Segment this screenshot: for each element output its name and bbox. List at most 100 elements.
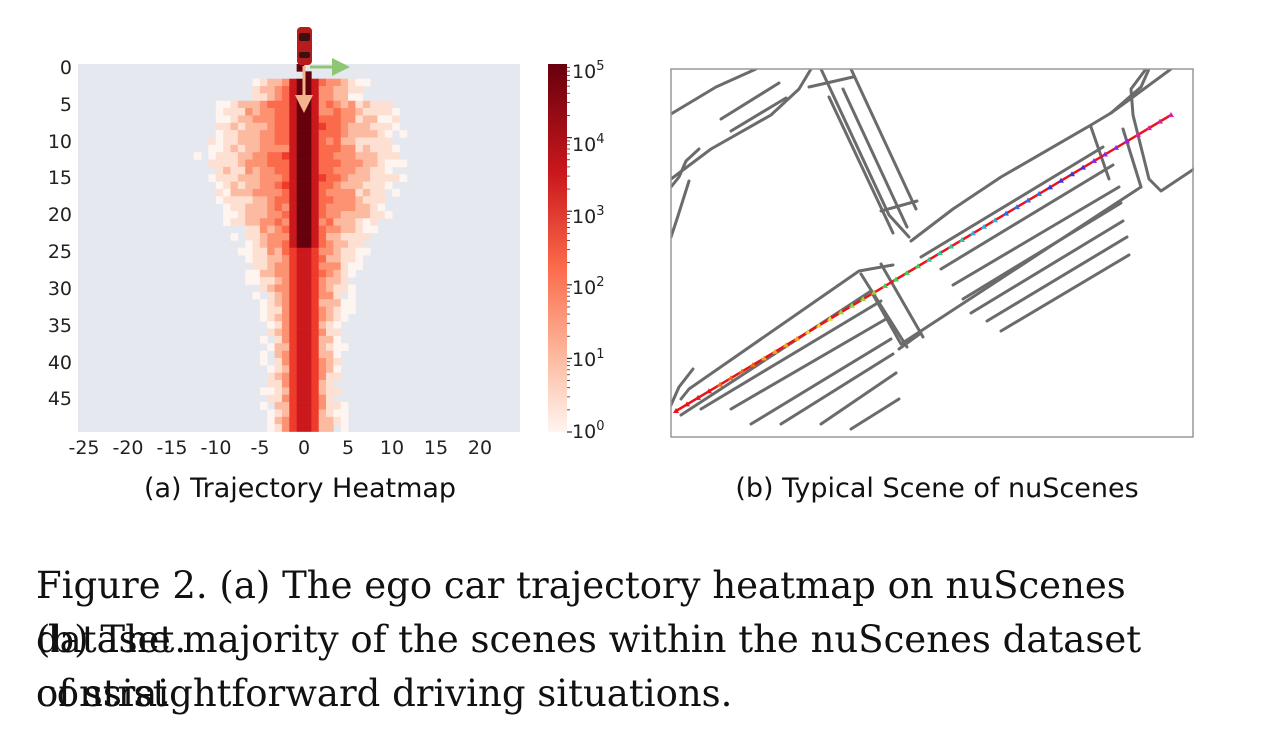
heatmap-cell [296,64,305,72]
heatmap-cell [370,174,378,182]
heatmap-cell [215,174,224,182]
heatmap-cell [259,188,268,197]
heatmap-cell [267,416,275,425]
heatmap-cell [281,144,290,153]
colorbar-minor-ticks [567,66,572,433]
heatmap-cell [326,394,334,403]
panel-a-label: (a) Trajectory Heatmap [144,473,456,504]
road-edge [1129,69,1194,193]
heatmap-cell [355,262,364,271]
crosswalk [879,199,919,213]
heatmap-cell [245,211,253,219]
heatmap-cell [252,166,261,175]
trajectory-point [684,401,690,407]
heatmap-cell [340,144,349,153]
heatmap-cell [252,203,261,212]
x-tick-label: 0 [298,437,310,459]
heatmap-cell [304,130,312,138]
heatmap-cell [281,93,290,102]
heatmap-cell [326,130,334,138]
heatmap-cell [311,144,319,153]
heatmap-cell [289,174,297,182]
heatmap-cell [304,211,312,219]
heatmap-cell [326,269,334,278]
heatmap-cell [326,211,334,219]
heatmap-cell [377,137,386,146]
trajectory-point [1047,184,1053,190]
heatmap-cell [326,299,334,307]
heatmap-cell [311,313,319,322]
heatmap-cell [362,108,371,116]
colorbar-gradient [548,64,567,432]
heatmap-cell [326,115,334,124]
heatmap-cell [267,387,275,396]
heatmap-cell [348,122,356,131]
heatmap-cell [289,203,297,212]
heatmap-cell [384,144,393,153]
heatmap-cell [274,328,283,337]
heatmap-cell [326,335,334,344]
heatmap-cell [289,380,297,388]
heatmap-cell [296,233,305,241]
heatmap-cell [274,122,283,131]
heatmap-cell [304,335,312,344]
heatmap-cell [333,188,342,197]
heatmap-cell [370,166,378,175]
heatmap-cell [267,255,275,263]
lane-line [719,81,781,121]
heatmap-cell [333,313,342,322]
heatmap-cell [245,152,253,160]
heatmap-cell [259,211,268,219]
heatmap-cell [348,78,356,87]
heatmap-cell [274,233,283,241]
heatmap-cell [370,137,378,146]
y-tick-label: 40 [48,352,72,374]
heatmap-cell [311,130,319,138]
heatmap-cell [333,196,342,204]
heatmap-cell [259,174,268,182]
heatmap-cell [326,380,334,388]
heatmap-cell [318,269,327,278]
heatmap-cell [274,225,283,234]
heatmap-cell [281,166,290,175]
heatmap-cell [281,130,290,138]
heatmap-cell [289,372,297,381]
heatmap-cell [289,424,297,432]
road-edge [1109,69,1151,115]
heatmap-cell [252,100,261,109]
heatmap-cell [384,115,393,124]
heatmap-cell [318,181,327,190]
heatmap-cell [296,225,305,234]
heatmap-cell [274,424,283,432]
heatmap-cell [252,196,261,204]
heatmap-cell [296,269,305,278]
heatmap-cell [304,174,312,182]
heatmap-cell [259,335,268,344]
colorbar-tick-label: 103 [572,204,604,228]
heatmap-cell [252,108,261,116]
heatmap-cell [355,100,364,109]
heatmap-cell [370,203,378,212]
trajectory-point [827,315,833,321]
heatmap-cell [348,284,356,293]
heatmap-cell [281,343,290,351]
heatmap-cell [223,181,231,190]
heatmap-cell [245,166,253,175]
heatmap-cell [348,291,356,300]
heatmap-cell [223,203,231,212]
heatmap-cell [281,409,290,418]
heatmap-cell [362,188,371,197]
trajectory-point [783,342,789,348]
heatmap-cell [304,255,312,263]
heatmap-cell [259,203,268,212]
heatmap-cell [304,350,312,359]
heatmap-cell [318,350,327,359]
heatmap-cell [311,387,319,396]
heatmap-cell [318,100,327,109]
y-tick-label: 45 [48,388,72,410]
heatmap-cell [311,328,319,337]
heatmap-cell [259,159,268,168]
heatmap-cell [296,299,305,307]
heatmap-cell [304,380,312,388]
lane-line [985,235,1129,323]
